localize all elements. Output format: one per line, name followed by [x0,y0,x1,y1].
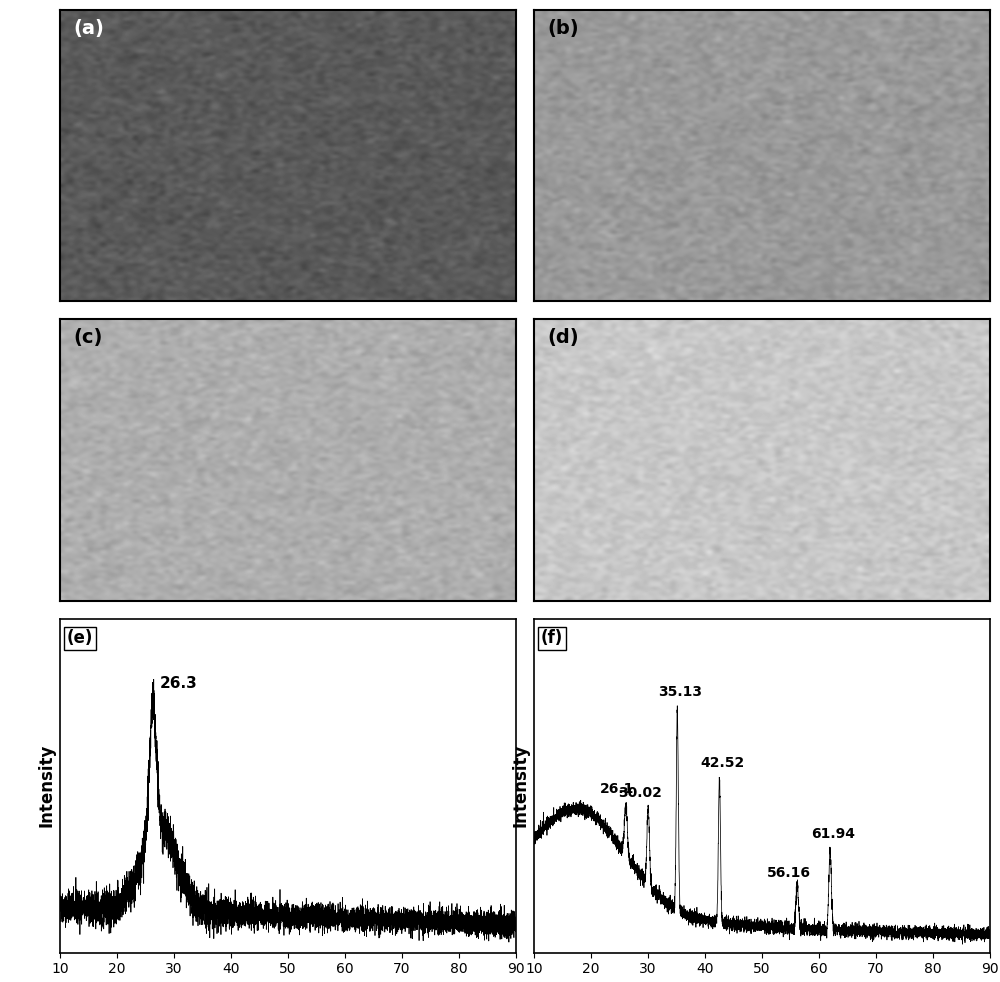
Y-axis label: Intensity: Intensity [512,744,530,828]
Text: 26.3: 26.3 [160,677,197,691]
Text: (d): (d) [548,328,579,347]
Text: (e): (e) [67,629,93,647]
Text: (b): (b) [548,19,579,37]
Text: (c): (c) [74,328,103,347]
Text: 30.02: 30.02 [618,786,662,800]
Text: 42.52: 42.52 [700,756,744,770]
Y-axis label: Intensity: Intensity [38,744,56,828]
Text: 61.94: 61.94 [811,827,855,841]
Text: 26.1: 26.1 [600,783,635,796]
Text: 56.16: 56.16 [767,865,811,880]
Text: (a): (a) [74,19,105,37]
Text: (f): (f) [541,629,563,647]
Text: 35.13: 35.13 [658,684,702,699]
